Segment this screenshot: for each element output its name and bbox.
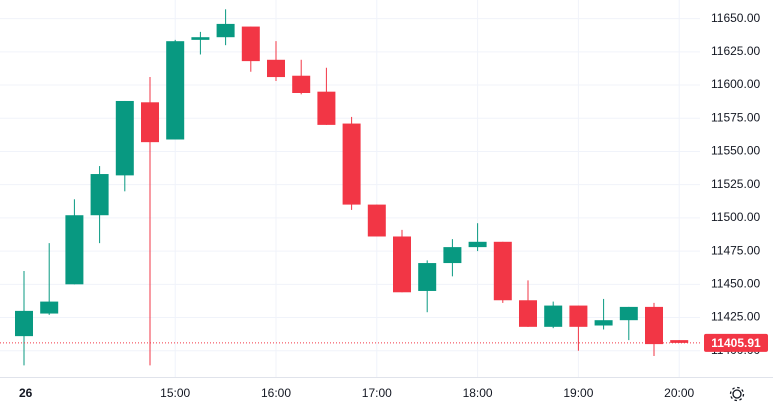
candle-body [166, 41, 185, 140]
x-tick-label: 15:00 [160, 386, 190, 400]
y-tick-label: 11575.00 [711, 110, 760, 124]
y-tick-label: 11625.00 [711, 44, 760, 58]
candle-body [393, 236, 411, 293]
y-tick-label: 11600.00 [711, 77, 760, 91]
gear-teeth [729, 386, 745, 402]
settings-icon[interactable] [729, 386, 745, 402]
x-tick-label: 17:00 [362, 386, 392, 400]
candle-body [241, 26, 260, 62]
x-tick-label: 26 [19, 386, 33, 400]
candle-body [342, 123, 361, 205]
candle-body [15, 310, 33, 337]
candle-body [519, 300, 537, 327]
candle-body [65, 215, 84, 285]
x-tick-label: 20:00 [664, 386, 694, 400]
candle-body [367, 204, 386, 237]
candle-body [418, 263, 437, 291]
candle-body [292, 75, 311, 93]
candle-body [191, 37, 210, 40]
x-tick-label: 18:00 [463, 386, 493, 400]
candle-body [544, 305, 563, 327]
candle-body [493, 241, 512, 301]
y-tick-label: 11650.00 [711, 11, 760, 25]
candle-body [443, 247, 462, 264]
candle-body [317, 91, 336, 125]
y-tick-label: 11525.00 [711, 177, 760, 191]
candle-body [141, 102, 159, 143]
candle-body [90, 174, 109, 216]
candle-body [267, 59, 285, 78]
candle-body [468, 241, 487, 248]
y-tick-label: 11450.00 [711, 276, 760, 290]
candle-body [216, 23, 235, 38]
x-tick-label: 16:00 [261, 386, 291, 400]
last-price-badge [704, 333, 768, 352]
candle-body [619, 306, 638, 321]
gear-hub [732, 389, 742, 399]
y-tick-label: 11550.00 [711, 144, 760, 158]
last-price-label: 11405.91 [711, 336, 761, 350]
y-tick-label: 11500.00 [711, 210, 760, 224]
candle-body [569, 305, 588, 327]
candle-body [40, 301, 59, 314]
y-tick-label: 11475.00 [711, 243, 760, 257]
candle-body [670, 340, 689, 343]
candle-body [645, 306, 663, 345]
x-tick-label: 19:00 [563, 386, 593, 400]
candle-body [594, 320, 613, 326]
y-tick-label: 11425.00 [711, 310, 760, 324]
candle-body [115, 100, 134, 176]
